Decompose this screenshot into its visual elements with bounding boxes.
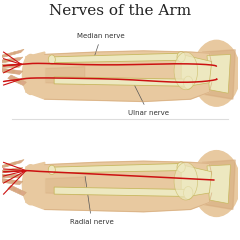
Polygon shape <box>54 163 179 173</box>
Polygon shape <box>207 54 231 93</box>
Polygon shape <box>202 50 235 99</box>
Polygon shape <box>26 52 45 99</box>
Polygon shape <box>0 160 24 169</box>
Circle shape <box>5 180 7 182</box>
Circle shape <box>14 188 16 190</box>
Circle shape <box>14 52 15 54</box>
Polygon shape <box>0 57 23 64</box>
Ellipse shape <box>193 40 240 106</box>
Circle shape <box>12 181 14 183</box>
Circle shape <box>19 81 21 82</box>
Ellipse shape <box>22 165 39 205</box>
Polygon shape <box>181 54 212 87</box>
Circle shape <box>11 65 13 67</box>
Ellipse shape <box>48 55 55 64</box>
Polygon shape <box>0 178 23 185</box>
Circle shape <box>14 78 16 80</box>
Ellipse shape <box>184 76 193 89</box>
Polygon shape <box>45 193 212 212</box>
Polygon shape <box>26 162 45 210</box>
Circle shape <box>11 175 13 177</box>
Ellipse shape <box>174 52 198 90</box>
Circle shape <box>3 65 5 67</box>
Polygon shape <box>45 64 212 86</box>
Polygon shape <box>45 83 212 102</box>
Ellipse shape <box>48 165 55 175</box>
Polygon shape <box>54 187 186 197</box>
Polygon shape <box>45 67 85 84</box>
Circle shape <box>6 54 8 56</box>
Polygon shape <box>8 75 26 85</box>
Text: Nerves of the Arm: Nerves of the Arm <box>49 4 191 18</box>
Polygon shape <box>54 77 186 86</box>
Polygon shape <box>45 161 212 179</box>
Polygon shape <box>207 165 231 204</box>
Circle shape <box>4 60 6 62</box>
Polygon shape <box>0 174 22 178</box>
Polygon shape <box>45 174 212 197</box>
Circle shape <box>6 164 8 166</box>
Ellipse shape <box>177 52 185 62</box>
Ellipse shape <box>184 186 193 199</box>
Polygon shape <box>0 167 23 174</box>
Polygon shape <box>54 53 179 63</box>
Ellipse shape <box>177 162 185 172</box>
Polygon shape <box>0 49 24 59</box>
Ellipse shape <box>22 54 39 94</box>
Polygon shape <box>181 165 212 198</box>
Text: Radial nerve: Radial nerve <box>70 176 114 225</box>
Ellipse shape <box>193 151 240 216</box>
Text: Median nerve: Median nerve <box>77 33 125 62</box>
Polygon shape <box>45 177 85 195</box>
Circle shape <box>14 162 15 164</box>
Polygon shape <box>8 185 26 196</box>
Polygon shape <box>0 64 22 67</box>
Circle shape <box>5 70 7 72</box>
Text: Ulnar nerve: Ulnar nerve <box>128 82 169 116</box>
Ellipse shape <box>174 162 198 200</box>
Polygon shape <box>0 68 23 74</box>
Polygon shape <box>45 51 212 69</box>
Circle shape <box>12 71 14 73</box>
Circle shape <box>12 169 14 171</box>
Circle shape <box>4 170 6 172</box>
Circle shape <box>3 175 5 177</box>
Circle shape <box>12 59 14 61</box>
Circle shape <box>19 191 21 193</box>
Polygon shape <box>202 160 235 210</box>
